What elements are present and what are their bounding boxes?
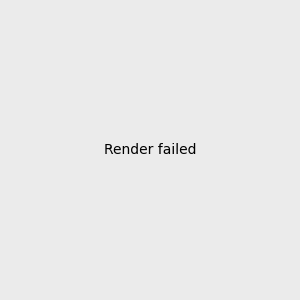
Text: Render failed: Render failed [104, 143, 196, 157]
